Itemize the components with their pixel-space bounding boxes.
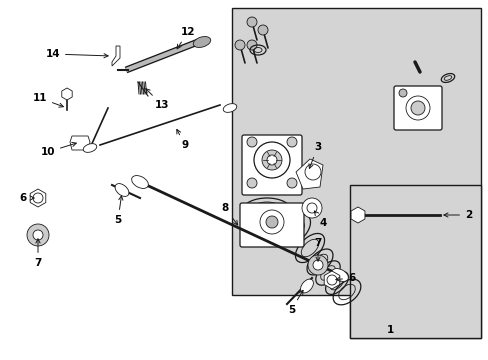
Polygon shape <box>349 185 480 338</box>
Text: 14: 14 <box>45 49 108 59</box>
Text: 4: 4 <box>314 211 326 228</box>
Circle shape <box>33 230 43 240</box>
Ellipse shape <box>115 184 129 197</box>
Circle shape <box>410 101 424 115</box>
Circle shape <box>262 150 282 170</box>
Text: 12: 12 <box>177 27 195 49</box>
Polygon shape <box>70 136 90 150</box>
Text: 7: 7 <box>34 239 41 268</box>
Circle shape <box>307 255 327 275</box>
Ellipse shape <box>331 269 347 282</box>
Circle shape <box>246 17 257 27</box>
Circle shape <box>266 155 276 165</box>
Circle shape <box>27 224 49 246</box>
Text: 1: 1 <box>386 325 393 335</box>
FancyBboxPatch shape <box>242 135 302 195</box>
Ellipse shape <box>300 279 313 293</box>
Polygon shape <box>295 159 323 189</box>
Polygon shape <box>324 271 339 289</box>
Text: 8: 8 <box>221 203 237 225</box>
Circle shape <box>258 25 267 35</box>
Text: 5: 5 <box>114 196 122 225</box>
Circle shape <box>235 40 244 50</box>
Ellipse shape <box>223 104 236 112</box>
Text: 6: 6 <box>20 193 34 203</box>
Circle shape <box>398 89 406 97</box>
Text: 7: 7 <box>314 238 321 261</box>
Circle shape <box>33 193 43 203</box>
Text: 13: 13 <box>145 89 169 110</box>
Ellipse shape <box>193 37 210 48</box>
Ellipse shape <box>131 176 148 188</box>
FancyBboxPatch shape <box>393 86 441 130</box>
Circle shape <box>326 275 336 285</box>
Polygon shape <box>231 8 480 338</box>
Circle shape <box>260 210 284 234</box>
Polygon shape <box>112 46 120 66</box>
Circle shape <box>286 178 296 188</box>
Text: 3: 3 <box>308 142 321 168</box>
Text: 2: 2 <box>443 210 471 220</box>
Text: 9: 9 <box>177 130 188 150</box>
Text: 11: 11 <box>32 93 63 107</box>
Polygon shape <box>350 207 364 223</box>
Circle shape <box>302 198 321 218</box>
Circle shape <box>312 260 323 270</box>
Circle shape <box>246 40 257 50</box>
Circle shape <box>306 203 316 213</box>
Ellipse shape <box>83 144 97 152</box>
Text: 5: 5 <box>287 290 303 315</box>
FancyBboxPatch shape <box>240 203 304 247</box>
Circle shape <box>246 178 257 188</box>
Text: 6: 6 <box>335 273 354 283</box>
Circle shape <box>246 137 257 147</box>
Circle shape <box>305 164 320 180</box>
Circle shape <box>265 216 278 228</box>
Polygon shape <box>30 189 46 207</box>
Text: 10: 10 <box>41 143 76 157</box>
Circle shape <box>253 142 289 178</box>
Circle shape <box>286 137 296 147</box>
Circle shape <box>405 96 429 120</box>
Polygon shape <box>61 88 72 100</box>
